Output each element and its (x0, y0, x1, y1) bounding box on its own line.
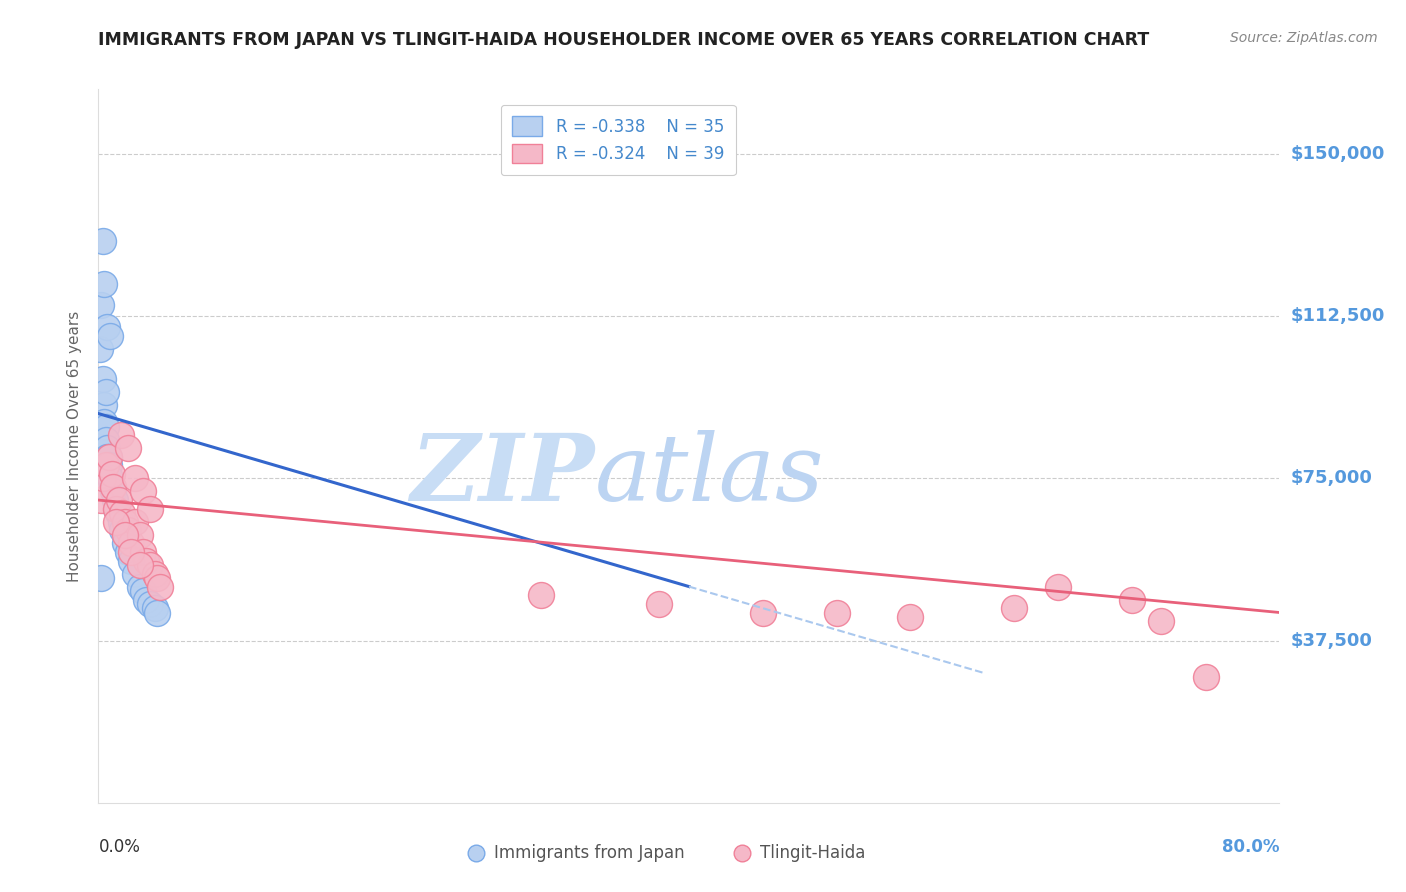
Point (135, 553, 157, 567)
Point (111, 506, 134, 520)
Point (1121, 592, 1143, 607)
Point (128, 580, 150, 594)
Point (114, 515, 136, 529)
Point (90, 571, 112, 585)
Text: 0.0%: 0.0% (98, 838, 141, 856)
Point (120, 545, 142, 559)
Legend: R = -0.338    N = 35, R = -0.324    N = 39: R = -0.338 N = 35, R = -0.324 N = 39 (501, 104, 735, 175)
Text: ZIP: ZIP (411, 430, 595, 519)
Point (91, 372, 114, 386)
Point (1046, 580, 1069, 594)
Point (96, 450, 118, 464)
Point (91, 471, 114, 485)
Point (132, 484, 155, 499)
Point (143, 566, 166, 581)
Point (124, 471, 146, 485)
Point (90, 298, 112, 312)
Text: $37,500: $37,500 (1291, 632, 1372, 649)
Text: $150,000: $150,000 (1291, 145, 1385, 163)
Text: $75,000: $75,000 (1291, 469, 1372, 487)
Point (104, 493, 127, 508)
Point (751, 606, 773, 620)
Point (648, 597, 671, 611)
Point (105, 501, 128, 516)
Point (114, 527, 136, 541)
Text: $112,500: $112,500 (1291, 307, 1385, 326)
Point (94, 419, 117, 434)
Point (1195, 670, 1218, 684)
Point (96, 441, 118, 455)
Point (139, 501, 162, 516)
Point (825, 606, 848, 620)
Point (110, 515, 132, 529)
Point (139, 597, 162, 611)
Point (120, 536, 142, 550)
Text: Immigrants from Japan: Immigrants from Japan (494, 844, 685, 862)
Point (93, 277, 115, 291)
Point (97, 458, 120, 473)
Point (117, 441, 139, 455)
Point (117, 545, 139, 559)
Point (149, 580, 172, 594)
Y-axis label: Householder Income Over 65 years: Householder Income Over 65 years (66, 310, 82, 582)
Text: Tlingit-Haida: Tlingit-Haida (759, 844, 865, 862)
Point (97, 450, 120, 464)
Point (94, 433, 117, 447)
Point (117, 524, 139, 538)
Point (90, 493, 112, 508)
Point (143, 601, 166, 615)
Point (124, 515, 146, 529)
Point (98, 328, 121, 343)
Point (146, 571, 169, 585)
Point (100, 480, 122, 494)
Point (94, 458, 117, 473)
Point (128, 558, 150, 572)
Point (97, 450, 120, 464)
Text: atlas: atlas (595, 430, 824, 519)
Point (93, 415, 115, 429)
Point (120, 553, 142, 567)
Point (900, 610, 922, 624)
Point (103, 480, 125, 494)
Point (111, 524, 134, 538)
Point (135, 592, 157, 607)
Point (94, 384, 117, 399)
Text: 80.0%: 80.0% (1222, 838, 1279, 856)
Point (103, 484, 125, 499)
Point (89, 342, 111, 356)
Point (93, 398, 115, 412)
Point (100, 467, 122, 482)
Point (105, 515, 128, 529)
Point (105, 501, 128, 516)
Point (139, 558, 162, 572)
Point (98, 471, 121, 485)
Point (96, 320, 118, 334)
Point (132, 545, 155, 559)
Point (114, 536, 136, 550)
Point (530, 588, 553, 602)
Point (110, 428, 132, 442)
Point (1150, 614, 1173, 628)
Point (146, 606, 169, 620)
Point (107, 506, 129, 520)
Text: IMMIGRANTS FROM JAPAN VS TLINGIT-HAIDA HOUSEHOLDER INCOME OVER 65 YEARS CORRELAT: IMMIGRANTS FROM JAPAN VS TLINGIT-HAIDA H… (98, 31, 1150, 49)
Text: Source: ZipAtlas.com: Source: ZipAtlas.com (1230, 31, 1378, 45)
Point (1002, 601, 1025, 615)
Point (124, 566, 146, 581)
Point (128, 527, 150, 541)
Point (108, 493, 131, 508)
Point (91, 234, 114, 248)
Point (132, 583, 155, 598)
